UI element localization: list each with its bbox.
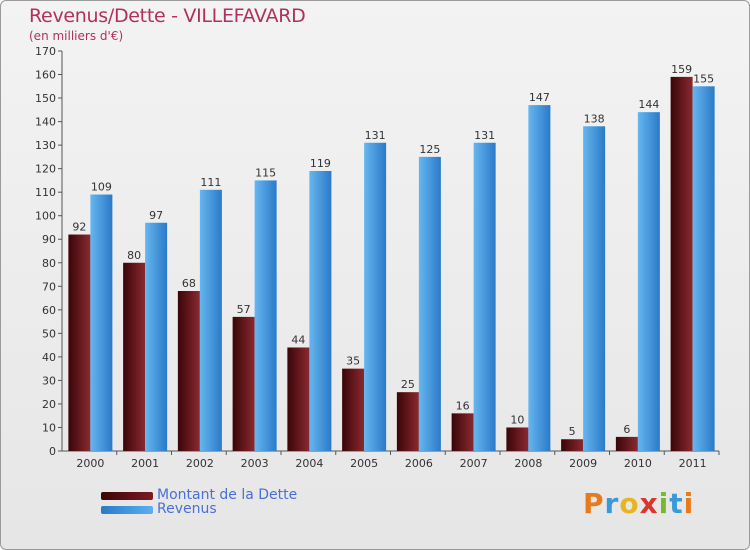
x-tick-label: 2003: [241, 457, 269, 470]
x-tick-label: 2005: [350, 457, 378, 470]
data-label-dette: 92: [72, 221, 86, 234]
data-label-revenus: 147: [529, 91, 550, 104]
bar-dette: [396, 392, 419, 451]
bar-revenus: [583, 126, 606, 451]
bar-revenus: [145, 222, 168, 451]
bar-revenus: [199, 189, 222, 451]
y-tick-label: 100: [35, 210, 56, 223]
x-tick-label: 2000: [76, 457, 104, 470]
bar-dette: [68, 234, 91, 451]
y-tick-label: 80: [42, 257, 56, 270]
data-label-revenus: 119: [310, 157, 331, 170]
data-label-dette: 6: [623, 423, 630, 436]
bar-dette: [232, 316, 255, 451]
y-tick-label: 30: [42, 374, 56, 387]
bar-dette: [342, 368, 365, 451]
legend-swatch-revenus: [101, 506, 153, 514]
y-tick-label: 90: [42, 233, 56, 246]
bar-dette: [123, 262, 146, 451]
bar-dette: [177, 291, 200, 451]
y-tick-label: 160: [35, 69, 56, 82]
y-tick-label: 20: [42, 398, 56, 411]
x-tick-label: 2008: [514, 457, 542, 470]
logo-letter: r: [604, 487, 620, 520]
y-tick-label: 150: [35, 92, 56, 105]
y-tick-label: 60: [42, 304, 56, 317]
bar-revenus: [254, 180, 277, 452]
y-tick-label: 140: [35, 116, 56, 129]
bar-revenus: [692, 86, 715, 451]
y-tick-label: 0: [49, 445, 56, 458]
data-label-dette: 159: [671, 63, 692, 76]
data-label-dette: 68: [182, 277, 196, 290]
data-label-dette: 44: [291, 333, 305, 346]
bar-revenus: [528, 105, 551, 451]
x-tick-label: 2002: [186, 457, 214, 470]
bar-revenus: [418, 156, 441, 451]
bar-revenus: [637, 112, 660, 452]
data-label-dette: 16: [456, 399, 470, 412]
x-tick-label: 2007: [460, 457, 488, 470]
bar-revenus: [364, 142, 387, 451]
chart-subtitle: (en milliers d'€): [29, 29, 124, 43]
logo-letter: P: [583, 487, 605, 520]
bar-dette: [670, 76, 693, 451]
data-label-revenus: 125: [419, 143, 440, 156]
y-tick-label: 10: [42, 421, 56, 434]
y-tick-label: 40: [42, 351, 56, 364]
data-label-revenus: 109: [91, 181, 112, 194]
data-label-revenus: 131: [474, 129, 495, 142]
legend-swatch-dette: [101, 492, 153, 500]
x-tick-label: 2006: [405, 457, 433, 470]
data-label-dette: 35: [346, 355, 360, 368]
x-tick-label: 2011: [679, 457, 707, 470]
data-label-dette: 57: [237, 303, 251, 316]
legend-label-revenus: Revenus: [157, 501, 217, 517]
logo-letter: x: [639, 487, 659, 520]
x-tick-label: 2001: [131, 457, 159, 470]
bar-revenus: [473, 142, 496, 451]
bar-dette: [287, 347, 310, 451]
data-label-revenus: 97: [149, 209, 163, 222]
data-label-revenus: 131: [365, 129, 386, 142]
y-tick-label: 50: [42, 327, 56, 340]
data-label-revenus: 115: [255, 166, 276, 179]
y-tick-label: 130: [35, 139, 56, 152]
bar-dette: [506, 427, 529, 451]
x-tick-label: 2010: [624, 457, 652, 470]
logo-letter: i: [683, 487, 695, 520]
proxiti-logo: Proxiti: [583, 487, 694, 520]
data-label-dette: 25: [401, 378, 415, 391]
y-tick-label: 70: [42, 280, 56, 293]
data-label-revenus: 144: [638, 98, 659, 111]
y-tick-label: 120: [35, 163, 56, 176]
legend-label-dette: Montant de la Dette: [157, 487, 298, 503]
data-label-dette: 10: [510, 413, 524, 426]
logo-letter: o: [619, 487, 640, 520]
y-tick-label: 170: [35, 45, 56, 58]
bar-dette: [615, 436, 638, 451]
data-label-revenus: 155: [693, 72, 714, 85]
x-tick-label: 2004: [295, 457, 323, 470]
bar-revenus: [90, 194, 113, 451]
data-label-revenus: 138: [584, 112, 605, 125]
logo-letter: i: [658, 487, 670, 520]
logo-letter: t: [669, 487, 684, 520]
bar-dette: [561, 439, 584, 451]
data-label-revenus: 111: [200, 176, 221, 189]
x-tick-label: 2009: [569, 457, 597, 470]
bar-dette: [451, 413, 474, 451]
data-label-dette: 80: [127, 249, 141, 262]
y-tick-label: 110: [35, 186, 56, 199]
chart-title: Revenus/Dette - VILLEFAVARD: [29, 5, 306, 27]
data-label-dette: 5: [569, 425, 576, 438]
bar-revenus: [309, 171, 332, 451]
